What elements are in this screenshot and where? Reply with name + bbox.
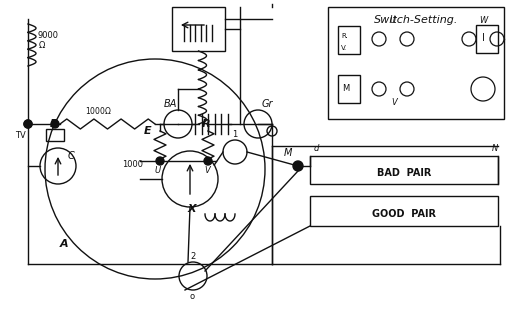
Text: 1000$\Omega$: 1000$\Omega$ [85,105,112,116]
Bar [172,7,225,51]
Text: BAD  PAIR: BAD PAIR [377,168,431,178]
Text: 9000: 9000 [38,31,59,40]
Bar [328,7,504,119]
Text: Gr: Gr [262,99,273,109]
Text: A: A [60,239,69,249]
Text: V.: V. [341,45,347,51]
Text: M: M [342,84,349,93]
Bar [338,26,360,54]
Text: I: I [482,33,484,43]
Text: M: M [284,148,292,158]
Text: 1: 1 [232,130,237,139]
Text: B: B [50,119,58,129]
Text: R: R [202,119,210,129]
Circle shape [293,161,303,171]
Text: E: E [144,126,152,136]
Text: d: d [314,144,319,153]
Circle shape [51,120,59,128]
Bar [338,75,360,103]
Text: TV: TV [15,131,26,140]
Text: X: X [188,204,197,214]
Text: GOOD  PAIR: GOOD PAIR [372,209,436,219]
Text: U: U [390,16,396,25]
Text: R.: R. [341,33,348,39]
Text: V: V [391,98,397,107]
Bar [476,25,498,53]
Text: C: C [68,151,75,161]
Text: 2: 2 [190,252,195,261]
Text: Switch-Setting.: Switch-Setting. [374,15,458,25]
Bar [310,196,498,226]
Text: 1000: 1000 [122,160,143,169]
Text: W: W [479,16,487,25]
Bar [46,129,64,141]
Circle shape [24,120,32,128]
Bar [310,156,498,184]
Text: V: V [204,166,210,175]
Circle shape [156,157,164,165]
Text: U: U [155,166,161,175]
Text: N: N [492,144,498,153]
Text: $\Omega$: $\Omega$ [38,39,46,50]
Text: o: o [189,292,194,301]
Circle shape [204,157,212,165]
Text: BA: BA [164,99,177,109]
Circle shape [24,120,32,128]
